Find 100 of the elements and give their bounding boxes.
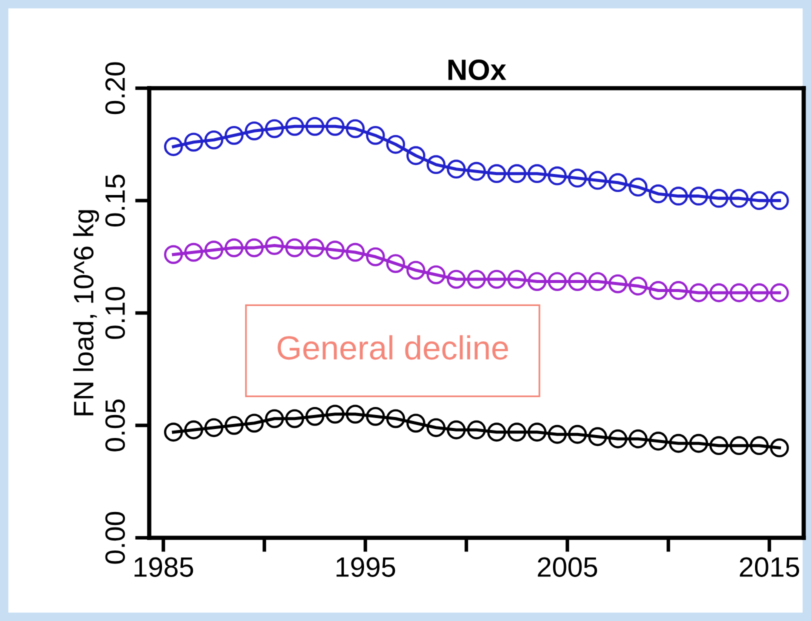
annotation: General decline [278,335,508,360]
point [730,436,749,456]
y-tick-label: 0.05 [105,400,125,452]
point [305,406,324,426]
point [588,427,608,446]
point [628,429,648,448]
point [366,406,385,426]
point [709,436,728,456]
point [568,168,587,188]
point [204,418,224,438]
point [750,191,769,210]
point [366,247,385,266]
point [406,146,426,166]
point [608,173,628,192]
point [770,191,789,210]
point [406,260,426,280]
point [507,422,526,442]
point [326,404,345,424]
point [507,270,526,289]
point [648,184,668,204]
point [528,422,547,442]
point [588,272,608,291]
point [770,283,789,302]
point [467,162,486,181]
point [386,254,406,273]
point [184,242,204,262]
y-tick-label: 0.00 [105,512,125,564]
point [709,188,728,208]
point [426,155,446,174]
point [426,265,446,284]
point [709,283,728,302]
point [507,164,526,184]
point [244,238,264,258]
point [689,434,708,453]
point [730,283,749,302]
point [588,170,608,190]
point [204,130,224,150]
point [487,270,506,289]
point [770,438,789,458]
point [366,126,385,145]
point [265,409,284,428]
point [548,424,567,444]
point [164,137,183,156]
point [164,422,183,442]
x-tick-label: 2005 [538,557,598,577]
point [305,116,324,136]
point [548,272,567,291]
point [346,119,365,138]
y-axis-title: FN load, 10^6 kg [73,210,100,416]
point [669,434,688,453]
point [265,119,284,138]
point [487,422,506,442]
x-tick-label: 2015 [740,557,800,577]
x-tick-label: 1995 [336,557,396,577]
point [164,245,183,264]
y-tick-label: 0.20 [105,62,125,114]
point [326,116,345,136]
point [446,270,466,289]
point [730,188,749,208]
point [669,281,688,300]
point [224,416,244,435]
point [285,238,304,258]
point [244,121,264,140]
point [386,409,406,428]
point [669,186,688,206]
point [406,414,426,433]
point [305,238,324,258]
point [204,240,224,260]
x-tick-label: 1985 [134,557,194,577]
point [224,126,244,145]
point [467,270,486,289]
point [467,420,486,440]
point [648,281,668,300]
point [244,414,264,433]
point [224,238,244,258]
point [426,418,446,438]
point [265,236,284,255]
point [568,424,587,444]
point [487,164,506,184]
point [386,134,406,154]
y-tick-label: 0.15 [105,174,125,227]
point [750,436,769,456]
point [548,166,567,186]
point [285,409,304,428]
point [346,242,365,262]
point [608,274,628,294]
y-tick-label: 0.10 [105,287,125,339]
point [568,272,587,291]
point [689,283,708,302]
point [689,186,708,206]
point [184,132,204,152]
point [628,178,648,197]
point [184,420,204,440]
point [446,160,466,179]
point [750,283,769,302]
point [285,116,304,136]
point [528,164,547,184]
point [346,404,365,424]
point [326,240,345,260]
point [446,420,466,440]
